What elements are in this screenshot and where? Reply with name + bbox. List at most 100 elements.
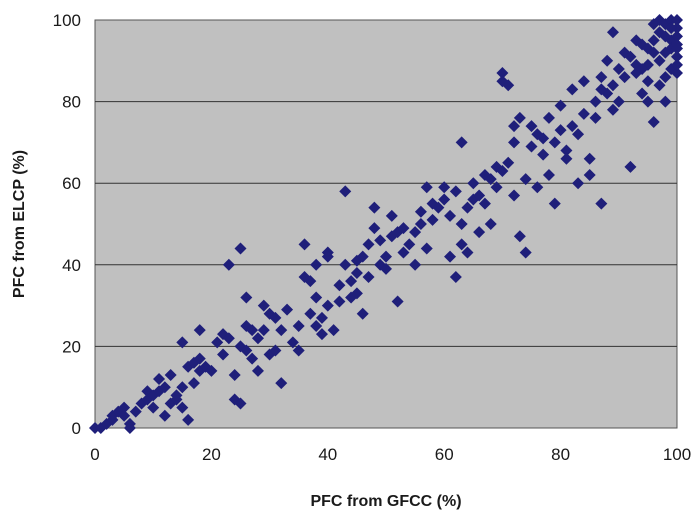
data-point <box>612 95 625 108</box>
data-point <box>618 71 631 84</box>
data-point <box>380 250 392 263</box>
data-point <box>542 169 555 182</box>
data-point <box>560 144 573 157</box>
data-point <box>368 222 381 235</box>
data-point <box>537 132 550 145</box>
data-point <box>397 222 410 235</box>
data-point <box>560 152 573 165</box>
data-point <box>647 116 660 128</box>
data-point <box>671 30 683 43</box>
data-point <box>531 181 544 194</box>
data-point <box>385 209 398 222</box>
data-point <box>426 213 439 226</box>
data-point <box>589 95 602 108</box>
data-point <box>310 258 323 271</box>
data-point <box>339 258 352 271</box>
data-point <box>356 250 369 263</box>
data-point <box>333 279 346 292</box>
data-point <box>525 120 538 133</box>
data-point <box>397 246 410 259</box>
data-point <box>519 173 532 186</box>
data-point <box>147 401 160 414</box>
data-point <box>554 124 567 137</box>
data-point <box>217 348 230 361</box>
data-point <box>251 332 264 345</box>
data-point <box>158 381 171 394</box>
data-point <box>641 75 654 88</box>
data-point <box>246 324 259 337</box>
data-point <box>310 291 323 304</box>
x-tick-label: 80 <box>551 445 570 464</box>
data-point <box>595 83 608 96</box>
data-point <box>438 193 451 206</box>
data-point <box>211 336 224 349</box>
data-point <box>449 185 462 198</box>
data-point <box>187 377 200 390</box>
data-point <box>164 368 177 381</box>
data-point <box>304 275 317 288</box>
data-point <box>118 401 131 414</box>
data-point <box>508 136 521 149</box>
data-point <box>606 79 619 92</box>
x-tick-label: 0 <box>90 445 99 464</box>
data-point <box>653 79 666 92</box>
data-point <box>461 201 474 214</box>
data-point <box>467 177 480 190</box>
data-point <box>176 401 189 414</box>
data-point <box>391 295 404 308</box>
data-point <box>315 328 328 341</box>
data-point <box>636 87 649 100</box>
data-point <box>123 422 136 434</box>
data-point <box>345 275 358 288</box>
data-point <box>432 201 445 214</box>
data-point <box>321 299 334 312</box>
data-point <box>502 79 515 92</box>
data-point <box>612 62 625 75</box>
data-point <box>333 295 346 308</box>
data-point <box>659 71 672 84</box>
data-point <box>118 409 131 422</box>
data-point <box>298 238 311 251</box>
data-point <box>251 364 264 377</box>
data-point <box>659 95 672 108</box>
data-point <box>502 156 515 169</box>
data-point <box>414 218 427 230</box>
data-point <box>193 324 206 337</box>
data-point <box>548 136 561 149</box>
data-point <box>275 377 288 390</box>
data-point <box>606 103 619 116</box>
data-point <box>671 67 683 80</box>
data-point <box>647 34 660 47</box>
data-point <box>455 238 468 251</box>
data-point <box>624 160 637 173</box>
data-point <box>444 209 457 222</box>
y-tick-label: 40 <box>62 256 81 275</box>
data-point <box>176 381 189 394</box>
data-point <box>409 258 422 271</box>
y-tick-label: 60 <box>62 174 81 193</box>
data-point <box>350 287 363 300</box>
data-point <box>548 197 561 210</box>
data-point <box>665 22 678 35</box>
data-point <box>257 324 270 337</box>
data-point <box>659 30 672 43</box>
data-point <box>182 413 195 426</box>
data-point <box>129 405 142 418</box>
data-point <box>350 266 363 279</box>
data-point <box>240 291 253 304</box>
x-tick-label: 20 <box>202 445 221 464</box>
data-point <box>671 14 683 26</box>
data-point <box>577 75 590 88</box>
data-point <box>508 189 521 202</box>
x-axis-ticks: 0 20 40 60 80 100 <box>90 445 691 464</box>
data-point <box>234 242 247 255</box>
data-point <box>222 332 235 345</box>
data-point <box>269 344 282 357</box>
data-point <box>193 352 206 365</box>
data-point <box>362 238 375 251</box>
data-point <box>269 311 282 324</box>
data-point <box>455 136 468 149</box>
data-point <box>572 177 585 190</box>
data-point <box>339 185 352 198</box>
x-tick-label: 60 <box>435 445 454 464</box>
